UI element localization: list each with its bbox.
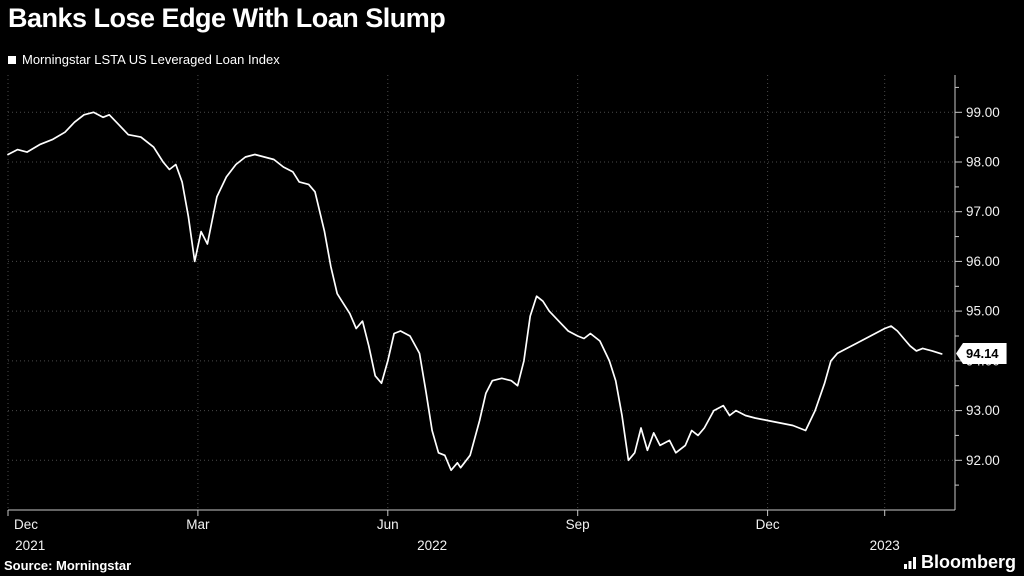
- legend-square-marker: [8, 55, 16, 64]
- chart-title: Banks Lose Edge With Loan Slump: [8, 3, 446, 33]
- x-year-label: 2022: [417, 538, 447, 553]
- bloomberg-logo: Bloomberg: [903, 552, 1016, 573]
- x-year-label: 2021: [15, 538, 45, 553]
- x-tick-label: Mar: [186, 517, 210, 532]
- bloomberg-bars-icon: [903, 556, 916, 569]
- bloomberg-logo-text: Bloomberg: [920, 552, 1016, 572]
- index-series-line: [7, 111, 943, 472]
- y-tick-label: 93.00: [966, 403, 1000, 418]
- x-tick-label: Jun: [377, 517, 399, 532]
- y-tick-label: 96.00: [966, 254, 1000, 269]
- y-tick-label: 95.00: [966, 304, 1000, 319]
- x-tick-label: Sep: [566, 517, 590, 532]
- x-tick-label: Dec: [14, 517, 38, 532]
- x-year-label: 2023: [870, 538, 900, 553]
- legend-label: Morningstar LSTA US Leveraged Loan Index: [22, 52, 280, 67]
- chart-legend: Morningstar LSTA US Leveraged Loan Index: [8, 52, 280, 67]
- y-tick-label: 99.00: [966, 105, 1000, 120]
- x-tick-label: Dec: [756, 517, 780, 532]
- y-tick-label: 92.00: [966, 453, 1000, 468]
- last-value-badge: 94.14: [956, 343, 1007, 364]
- y-tick-label: 97.00: [966, 204, 1000, 219]
- source-caption: Source: Morningstar: [4, 558, 132, 573]
- y-tick-label: 98.00: [966, 155, 1000, 170]
